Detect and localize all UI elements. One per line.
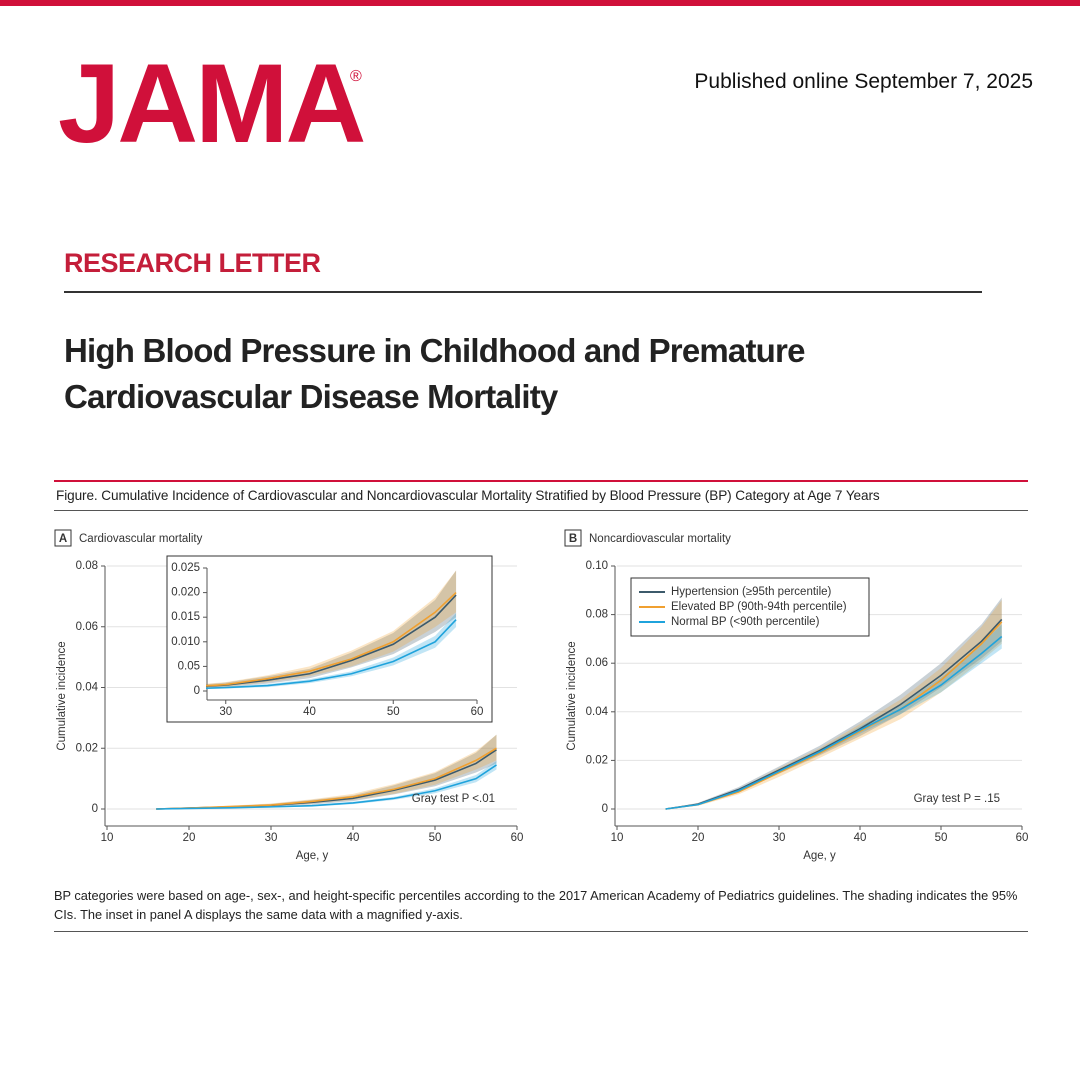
panel-label-box: [564, 529, 582, 547]
x-tick-label: 40: [854, 832, 867, 844]
y-tick-label: 0: [194, 685, 200, 697]
x-tick-label: 50: [935, 832, 948, 844]
y-tick-label: 0.08: [586, 609, 608, 621]
x-axis-label: Age, y: [803, 850, 836, 862]
panel-label-box: [54, 529, 72, 547]
y-tick-label: 0.06: [76, 621, 98, 633]
ci-band: [206, 570, 457, 688]
line: [156, 764, 497, 810]
y-tick-label: 0.10: [586, 560, 608, 572]
y-tick-label: 0.04: [586, 706, 609, 718]
y-axis-label: Cumulative incidence: [56, 641, 68, 750]
ci-band: [206, 613, 457, 690]
y-tick-label: 0.02: [76, 742, 98, 754]
y-tick-label: 0: [602, 803, 608, 815]
x-tick-label: 60: [1016, 832, 1029, 844]
y-tick-label: 0.025: [171, 562, 200, 574]
x-tick-label: 10: [101, 832, 114, 844]
panel-title: Cardiovascular mortality: [79, 533, 203, 545]
section-label: RESEARCH LETTER: [64, 248, 321, 278]
line: [665, 635, 1003, 810]
line: [206, 594, 457, 688]
annotation: Gray test P = .15: [914, 793, 1000, 805]
line: [665, 618, 1003, 810]
y-tick-label: 0.06: [586, 657, 608, 669]
x-tick-label: 20: [183, 832, 196, 844]
panel-label: A: [59, 533, 67, 545]
published-date: Published online September 7, 2025: [694, 70, 1033, 93]
figure-note: BP categories were based on age-, sex-, …: [54, 888, 1018, 922]
x-tick-label: 30: [265, 832, 278, 844]
logo-mark: ®: [350, 68, 362, 85]
x-tick-label: 10: [611, 832, 624, 844]
legend-label: Hypertension (≥95th percentile): [671, 586, 832, 598]
rule: [54, 931, 1028, 932]
panel-label: B: [569, 533, 577, 545]
y-tick-label: 0.020: [171, 587, 200, 599]
rule: [54, 480, 1028, 482]
x-tick-label: 30: [773, 832, 786, 844]
ci-band: [156, 761, 497, 809]
y-tick-label: 0.08: [76, 560, 98, 572]
x-tick-label: 20: [692, 832, 705, 844]
x-tick-label: 50: [429, 832, 442, 844]
plot-area: [206, 570, 457, 690]
line: [206, 592, 457, 687]
y-tick-label: 0.010: [171, 636, 200, 648]
ci-band: [156, 734, 497, 809]
y-tick-label: 0.015: [171, 611, 200, 623]
ci-band: [665, 624, 1002, 809]
x-tick-label: 50: [387, 706, 400, 718]
panel-title: Noncardiovascular mortality: [589, 533, 731, 545]
logo: JAMA: [58, 41, 366, 166]
y-tick-label: 0.05: [178, 660, 200, 672]
legend-label: Elevated BP (90th-94th percentile): [671, 601, 847, 613]
x-tick-label: 60: [511, 832, 524, 844]
x-tick-label: 60: [471, 706, 484, 718]
plot-area: [156, 734, 497, 810]
x-tick-label: 40: [347, 832, 360, 844]
annotation: Gray test P <.01: [412, 793, 495, 805]
rule: [54, 510, 1028, 511]
legend-label: Normal BP (<90th percentile): [671, 616, 820, 628]
y-tick-label: 0.04: [76, 682, 99, 694]
top-bar: [0, 0, 1080, 6]
plot-area: [665, 597, 1003, 810]
rule: [64, 291, 982, 293]
line: [206, 619, 457, 690]
title-line: Cardiovascular Disease Mortality: [64, 378, 558, 415]
legend-box: [630, 577, 870, 637]
line: [665, 621, 1003, 810]
y-axis-label: Cumulative incidence: [566, 641, 578, 750]
x-axis-label: Age, y: [296, 850, 329, 862]
y-tick-label: 0.02: [586, 754, 608, 766]
title-line: High Blood Pressure in Childhood and Pre…: [64, 332, 805, 369]
figure-caption: Figure. Cumulative Incidence of Cardiova…: [56, 488, 880, 503]
x-tick-label: 40: [303, 706, 316, 718]
x-tick-label: 30: [219, 706, 232, 718]
y-tick-label: 0: [92, 803, 98, 815]
